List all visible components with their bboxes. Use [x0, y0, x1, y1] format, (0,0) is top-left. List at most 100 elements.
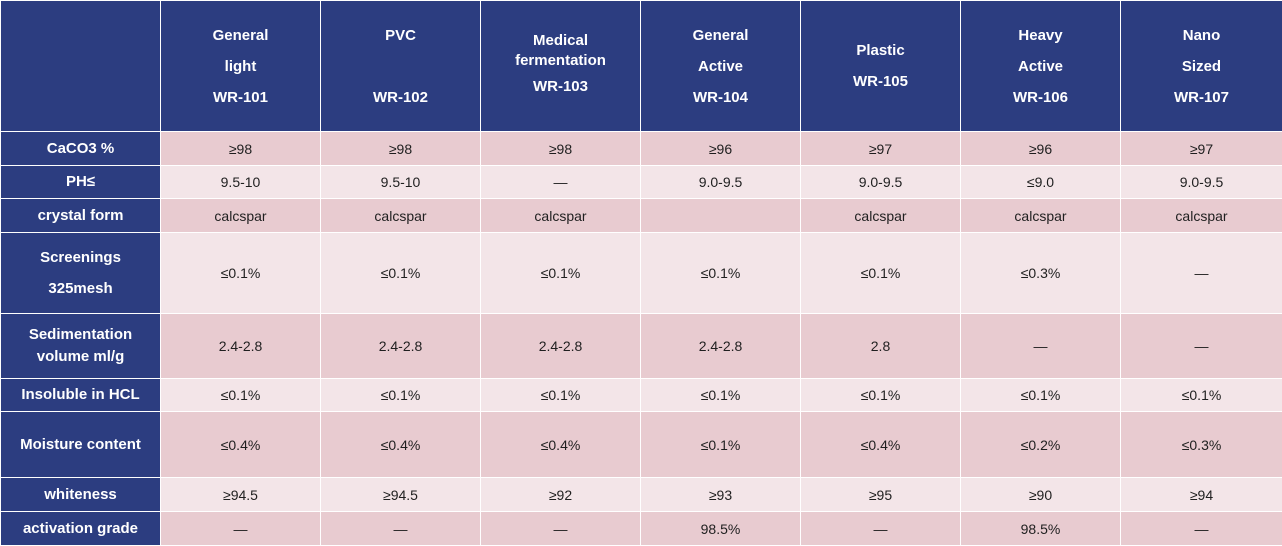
- column-header-line: Active: [961, 51, 1120, 82]
- column-header-line: WR-102: [321, 82, 480, 113]
- table-row: Moisture content≤0.4%≤0.4%≤0.4%≤0.1%≤0.4…: [1, 412, 1282, 478]
- table-cell: ≥94.5: [161, 478, 321, 512]
- row-header-line: Moisture content: [1, 434, 160, 456]
- column-header-line: WR-107: [1121, 82, 1282, 113]
- table-cell: 2.8: [801, 314, 961, 379]
- row-header-line: Insoluble in HCL: [1, 384, 160, 406]
- table-cell: ≥97: [801, 132, 961, 166]
- row-header-line: activation grade: [1, 518, 160, 540]
- table-cell: ≥94: [1121, 478, 1282, 512]
- row-header-line: crystal form: [1, 205, 160, 227]
- column-header-line: Medical: [481, 31, 640, 51]
- corner-cell: [1, 1, 161, 132]
- table-cell: ≤0.1%: [161, 233, 321, 314]
- row-header: Insoluble in HCL: [1, 379, 161, 412]
- table-row: activation grade———98.5%—98.5%—: [1, 512, 1282, 546]
- table-row: Insoluble in HCL≤0.1%≤0.1%≤0.1%≤0.1%≤0.1…: [1, 379, 1282, 412]
- column-header-line: WR-104: [641, 82, 800, 113]
- table-cell: calcspar: [961, 199, 1121, 233]
- column-header-line: light: [161, 51, 320, 82]
- table-cell: [641, 199, 801, 233]
- table-cell: 2.4-2.8: [481, 314, 641, 379]
- table-cell: ≤0.1%: [641, 379, 801, 412]
- table-cell: —: [1121, 512, 1282, 546]
- table-cell: ≥98: [321, 132, 481, 166]
- table-cell: —: [1121, 233, 1282, 314]
- column-header-line: WR-105: [801, 66, 960, 97]
- row-header-line: CaCO3 %: [1, 138, 160, 160]
- table-cell: —: [801, 512, 961, 546]
- table-cell: ≤0.1%: [801, 379, 961, 412]
- row-header: activation grade: [1, 512, 161, 546]
- table-cell: 2.4-2.8: [161, 314, 321, 379]
- column-header-line: fermentation: [481, 51, 640, 71]
- table-cell: ≥95: [801, 478, 961, 512]
- table-cell: calcspar: [801, 199, 961, 233]
- table-cell: ≤0.1%: [321, 233, 481, 314]
- table-cell: ≤0.1%: [321, 379, 481, 412]
- table-cell: ≥90: [961, 478, 1121, 512]
- table-cell: 2.4-2.8: [321, 314, 481, 379]
- column-header-line: WR-106: [961, 82, 1120, 113]
- table-cell: 9.0-9.5: [1121, 166, 1282, 199]
- table-cell: ≤0.4%: [321, 412, 481, 478]
- table-cell: 9.0-9.5: [801, 166, 961, 199]
- table-cell: ≥98: [481, 132, 641, 166]
- column-header-line: WR-101: [161, 82, 320, 113]
- column-header-line: General: [641, 20, 800, 51]
- table-cell: calcspar: [1121, 199, 1282, 233]
- table-cell: 9.0-9.5: [641, 166, 801, 199]
- table-cell: —: [321, 512, 481, 546]
- table-cell: ≥96: [641, 132, 801, 166]
- table-cell: ≥94.5: [321, 478, 481, 512]
- table-cell: ≤0.1%: [801, 233, 961, 314]
- table-cell: —: [481, 166, 641, 199]
- row-header-line: PH≤: [1, 171, 160, 193]
- table-cell: ≤0.4%: [481, 412, 641, 478]
- table-cell: calcspar: [321, 199, 481, 233]
- row-header: whiteness: [1, 478, 161, 512]
- row-header-line: 325mesh: [1, 273, 160, 304]
- column-header-line: Plastic: [801, 35, 960, 66]
- table-cell: ≤0.4%: [801, 412, 961, 478]
- row-header: PH≤: [1, 166, 161, 199]
- table-cell: ≥97: [1121, 132, 1282, 166]
- row-header: Moisture content: [1, 412, 161, 478]
- row-header: crystal form: [1, 199, 161, 233]
- table-cell: calcspar: [481, 199, 641, 233]
- table-cell: —: [961, 314, 1121, 379]
- table-cell: ≤0.1%: [481, 233, 641, 314]
- table-cell: ≥93: [641, 478, 801, 512]
- table-cell: 98.5%: [961, 512, 1121, 546]
- column-header-2: PVC WR-102: [321, 1, 481, 132]
- row-header-line: Sedimentation: [1, 324, 160, 346]
- table-cell: —: [1121, 314, 1282, 379]
- table-cell: ≥96: [961, 132, 1121, 166]
- column-header-line: WR-103: [481, 71, 640, 102]
- table-cell: ≤0.3%: [1121, 412, 1282, 478]
- column-header-line: Heavy: [961, 20, 1120, 51]
- column-header-line: Sized: [1121, 51, 1282, 82]
- column-header-line: Active: [641, 51, 800, 82]
- table-cell: ≤0.3%: [961, 233, 1121, 314]
- row-header-line: volume ml/g: [1, 346, 160, 368]
- table-cell: calcspar: [161, 199, 321, 233]
- table-cell: ≥98: [161, 132, 321, 166]
- table-cell: ≤9.0: [961, 166, 1121, 199]
- column-header-line: [321, 51, 480, 82]
- row-header-line: Screenings: [1, 242, 160, 273]
- table-cell: ≤0.1%: [481, 379, 641, 412]
- table-cell: 9.5-10: [161, 166, 321, 199]
- table-cell: ≤0.1%: [1121, 379, 1282, 412]
